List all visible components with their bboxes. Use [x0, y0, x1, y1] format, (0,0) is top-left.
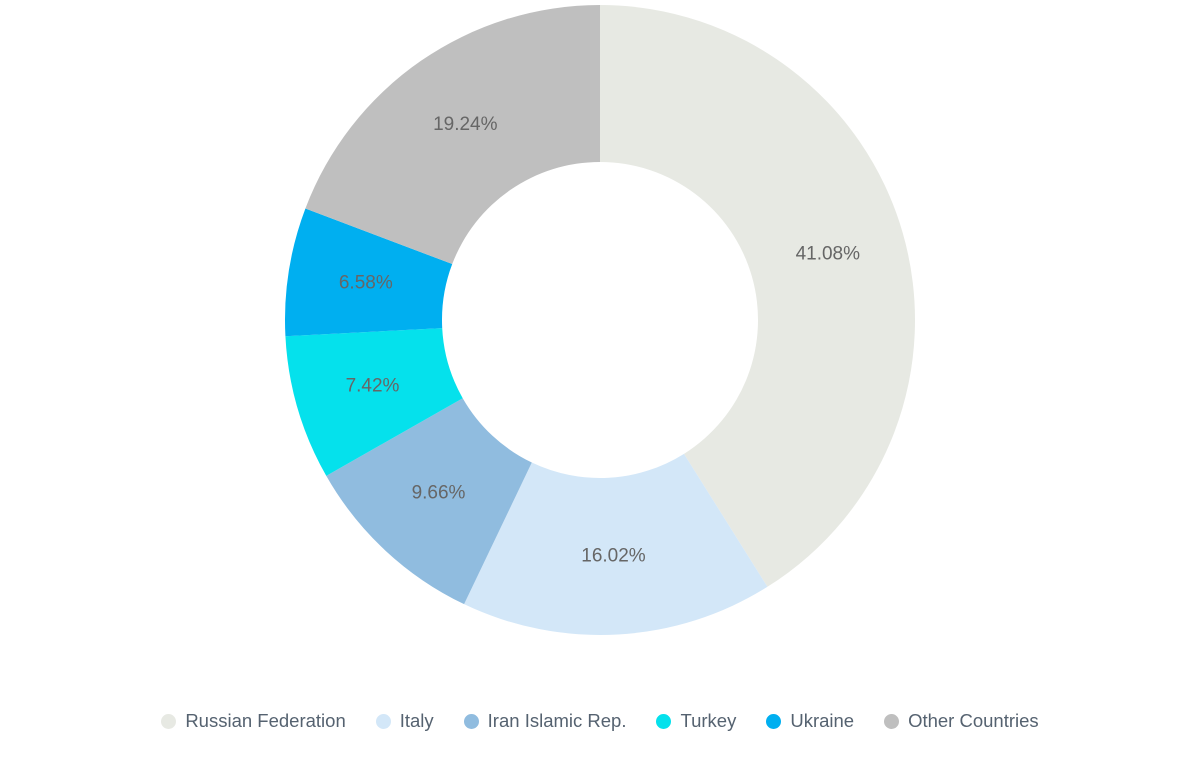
legend-item-turkey[interactable]: Turkey	[656, 709, 737, 731]
pie-slice-iran-islamic-rep[interactable]	[326, 398, 532, 605]
legend-label: Russian Federation	[185, 709, 346, 731]
pie-slice-other-countries[interactable]	[305, 5, 600, 265]
pie-slice-ukraine[interactable]	[285, 208, 453, 337]
legend-label: Iran Islamic Rep.	[487, 709, 627, 731]
legend-item-ukraine[interactable]: Ukraine	[766, 709, 855, 731]
legend-marker-icon	[463, 713, 479, 729]
slice-label-iran-islamic-rep: 9.66%	[412, 483, 466, 504]
legend-label: Turkey	[680, 709, 737, 731]
legend-label: Other Countries	[908, 709, 1039, 731]
pie-slice-russian-federation[interactable]	[600, 5, 916, 587]
legend-marker-icon	[375, 713, 391, 729]
legend-item-iran-islamic-rep[interactable]: Iran Islamic Rep.	[463, 709, 627, 731]
legend-marker-icon	[161, 713, 177, 729]
legend-item-italy[interactable]: Italy	[375, 709, 434, 731]
legend-item-russian-federation[interactable]: Russian Federation	[161, 709, 346, 731]
legend-item-other-countries[interactable]: Other Countries	[884, 709, 1039, 731]
slice-label-russian-federation: 41.08%	[796, 244, 861, 265]
chart-legend: Russian Federation Italy Iran Islamic Rep.…	[0, 702, 1200, 740]
donut-chart: 41.08% 16.02% 9.66% 7.42% 6.58% 19.24%	[285, 5, 916, 636]
legend-label: Italy	[399, 709, 434, 731]
slice-label-ukraine: 6.58%	[339, 272, 393, 293]
legend-label: Ukraine	[790, 709, 855, 731]
slice-label-italy: 16.02%	[581, 546, 646, 567]
legend-marker-icon	[884, 713, 900, 729]
legend-marker-icon	[766, 713, 782, 729]
pie-slice-turkey[interactable]	[285, 328, 463, 476]
slice-label-other-countries: 19.24%	[433, 114, 498, 135]
slice-label-turkey: 7.42%	[346, 376, 400, 397]
pie-slice-italy[interactable]	[464, 453, 768, 636]
legend-marker-icon	[656, 713, 672, 729]
